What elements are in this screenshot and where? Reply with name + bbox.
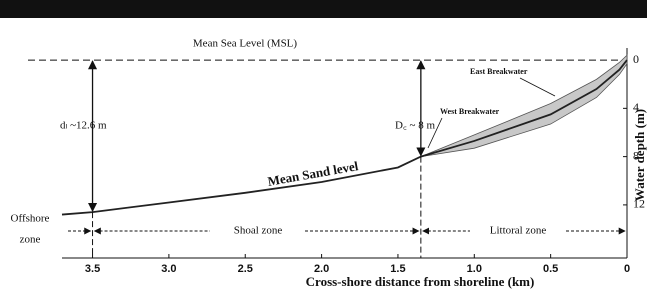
zone-label: Shoal zone xyxy=(234,225,283,237)
y-tick-label: 4 xyxy=(633,100,639,114)
x-tick-label: 1.5 xyxy=(390,263,405,275)
x-tick-label: 0 xyxy=(624,263,630,275)
x-tick-label: 0.5 xyxy=(543,263,558,275)
chart: Mean Sea Level (MSL) Cross-shore distanc… xyxy=(0,0,647,294)
x-tick-label: 2.0 xyxy=(314,263,329,275)
west-label: West Breakwater xyxy=(440,107,500,116)
header-bar xyxy=(0,0,647,18)
y-tick-label: 12 xyxy=(633,197,645,211)
profile-label: Mean Sand level xyxy=(266,158,359,189)
x-tick-label: 1.0 xyxy=(467,263,482,275)
y-tick-label: 8 xyxy=(633,148,639,162)
chart-title: Mean Sea Level (MSL) xyxy=(193,38,297,50)
y-tick-label: 0 xyxy=(633,52,639,66)
x-axis-label: Cross-shore distance from shoreline (km) xyxy=(306,274,535,289)
depth-label: dₗ ~12.6 m xyxy=(60,120,107,132)
zone-label: Offshore xyxy=(11,213,50,225)
depth-label: D꜀ ~ 8 m xyxy=(395,120,435,132)
x-tick-label: 2.5 xyxy=(238,263,253,275)
east-label: East Breakwater xyxy=(470,67,528,76)
zone-label: Littoral zone xyxy=(490,225,547,237)
east-pointer xyxy=(520,78,555,96)
x-tick-label: 3.0 xyxy=(161,263,176,275)
mean-sand-level xyxy=(62,60,627,214)
zone-label: zone xyxy=(20,234,41,246)
x-tick-label: 3.5 xyxy=(85,263,100,275)
